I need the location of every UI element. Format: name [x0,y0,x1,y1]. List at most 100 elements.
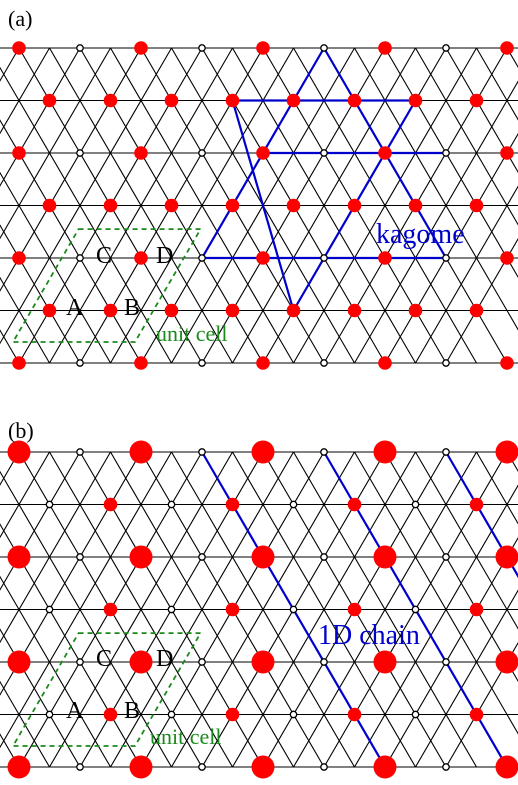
filled-site [374,651,397,674]
filled-site [470,603,484,617]
filled-site [348,708,362,722]
filled-site [104,498,118,512]
open-site [199,45,205,51]
filled-site [409,199,423,213]
open-site [443,764,449,770]
filled-site [374,546,397,569]
filled-site [256,251,270,265]
open-site [168,606,174,612]
unit-cell-label-a: unit cell [156,321,227,346]
filled-site [130,441,153,464]
filled-site [104,708,118,722]
filled-site [256,356,270,370]
open-site [321,150,327,156]
open-site [443,449,449,455]
filled-site [226,199,240,213]
filled-site [130,546,153,569]
filled-site [12,356,26,370]
open-site [321,45,327,51]
filled-site [409,94,423,108]
filled-site [500,356,514,370]
site-label-a-D: D [156,243,173,269]
filled-site [226,498,240,512]
filled-site [12,41,26,55]
filled-site [348,603,362,617]
filled-site [165,94,179,108]
open-site [77,659,83,665]
open-site [168,501,174,507]
filled-site [43,94,57,108]
filled-site [470,199,484,213]
filled-site [348,199,362,213]
open-site [77,45,83,51]
filled-site [104,199,118,213]
filled-site [287,304,301,318]
filled-site [500,146,514,160]
filled-site [104,94,118,108]
open-site [443,150,449,156]
site-label-a-C: C [96,243,112,269]
filled-site [470,498,484,512]
filled-site [226,304,240,318]
filled-site [500,251,514,265]
open-site [199,764,205,770]
site-label-b-D: D [156,646,173,672]
open-site [199,659,205,665]
unit-cell-label-b: unit cell [150,724,221,749]
open-site [321,659,327,665]
filled-site [470,708,484,722]
filled-site [8,441,31,464]
site-label-b-B: B [124,698,140,724]
filled-site [134,41,148,55]
site-label-b-C: C [96,646,112,672]
chain-label: 1D chain [318,620,420,651]
site-label-b-A: A [66,698,84,724]
filled-site [374,756,397,779]
open-site [199,554,205,560]
open-site [46,711,52,717]
filled-site [256,146,270,160]
open-site [443,45,449,51]
filled-site [348,94,362,108]
panel-label-a: (a) [8,6,32,31]
filled-site [496,441,518,464]
filled-site [348,498,362,512]
filled-site [134,356,148,370]
open-site [443,554,449,560]
filled-site [12,251,26,265]
site-label-a-A: A [66,295,84,321]
open-site [77,360,83,366]
open-site [443,659,449,665]
filled-site [378,356,392,370]
open-site [77,764,83,770]
filled-site [12,146,26,160]
filled-site [165,199,179,213]
filled-site [378,146,392,160]
filled-site [252,546,275,569]
open-site [46,501,52,507]
filled-site [43,199,57,213]
filled-site [256,41,270,55]
filled-site [104,304,118,318]
open-site [290,606,296,612]
filled-site [8,756,31,779]
filled-site [226,708,240,722]
open-site [168,711,174,717]
kagome-overlay [202,48,446,311]
kagome-label: kagome [376,219,465,250]
site-label-a-B: B [124,295,140,321]
open-site [46,606,52,612]
open-site [77,449,83,455]
filled-site [134,251,148,265]
filled-site [8,651,31,674]
filled-site [496,756,518,779]
open-site [412,711,418,717]
filled-site [8,546,31,569]
filled-site [374,441,397,464]
filled-site [378,251,392,265]
filled-site [226,603,240,617]
open-site [321,764,327,770]
open-site [412,606,418,612]
filled-site [470,304,484,318]
